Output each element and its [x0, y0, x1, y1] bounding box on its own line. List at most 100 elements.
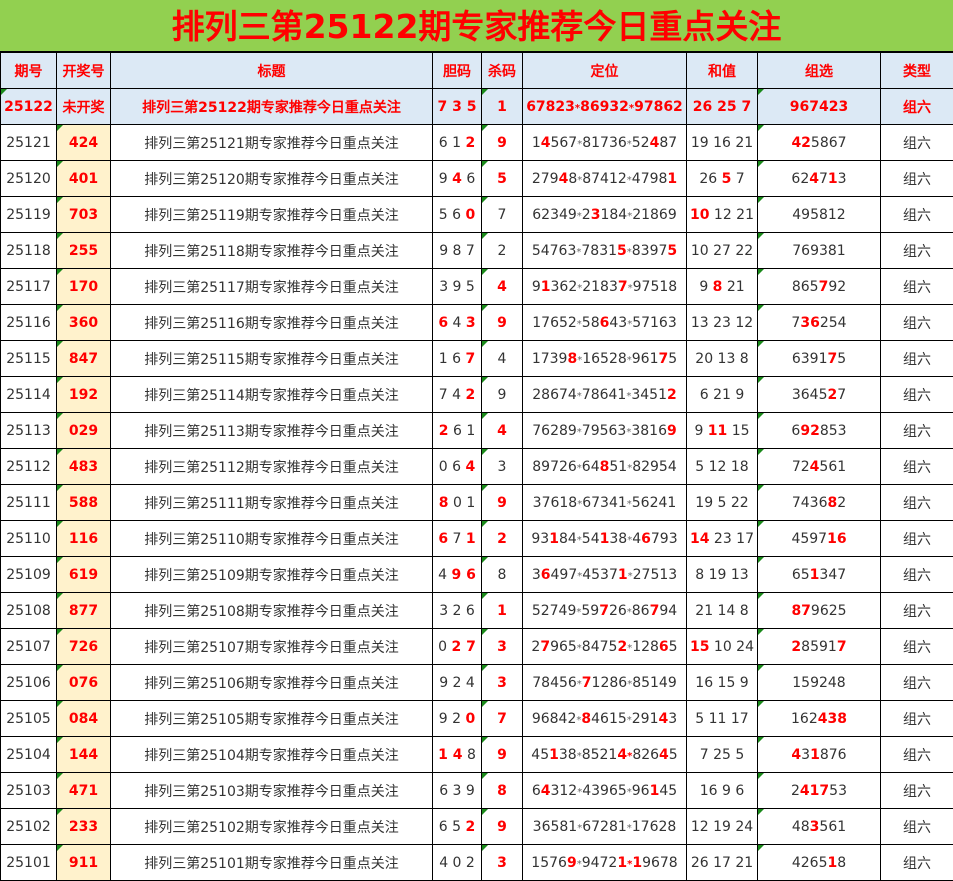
cell-group[interactable]: 364527 [757, 376, 881, 413]
cell-win[interactable]: 401 [56, 160, 111, 197]
cell-group[interactable]: 459716 [757, 520, 881, 557]
cell-issue[interactable]: 25118 [0, 232, 57, 269]
cell-sum[interactable]: 16 9 6 [686, 772, 758, 809]
cell-win[interactable]: 424 [56, 124, 111, 161]
cell-dan[interactable]: 5 6 0 [432, 196, 482, 233]
cell-dan[interactable]: 7 4 2 [432, 376, 482, 413]
cell-win[interactable]: 588 [56, 484, 111, 521]
cell-dan[interactable]: 3 2 6 [432, 592, 482, 629]
cell-type[interactable]: 组六 [880, 88, 953, 125]
cell-dan[interactable]: 0 2 7 [432, 628, 482, 665]
cell-title[interactable]: 排列三第25116期专家推荐今日重点关注 [110, 304, 433, 341]
cell-type[interactable]: 组六 [880, 628, 953, 665]
cell-dan[interactable]: 9 2 0 [432, 700, 482, 737]
cell-kill[interactable]: 8 [481, 556, 523, 593]
cell-issue[interactable]: 25116 [0, 304, 57, 341]
cell-win[interactable]: 192 [56, 376, 111, 413]
cell-title[interactable]: 排列三第25118期专家推荐今日重点关注 [110, 232, 433, 269]
cell-title[interactable]: 排列三第25102期专家推荐今日重点关注 [110, 808, 433, 845]
cell-dan[interactable]: 6 7 1 [432, 520, 482, 557]
cell-pos[interactable]: 17652*58643*57163 [522, 304, 687, 341]
cell-win[interactable]: 703 [56, 196, 111, 233]
cell-pos[interactable]: 91362*21837*97518 [522, 268, 687, 305]
cell-kill[interactable]: 3 [481, 628, 523, 665]
cell-title[interactable]: 排列三第25110期专家推荐今日重点关注 [110, 520, 433, 557]
cell-sum[interactable]: 9 11 15 [686, 412, 758, 449]
cell-sum[interactable]: 5 12 18 [686, 448, 758, 485]
cell-sum[interactable]: 16 15 9 [686, 664, 758, 701]
cell-kill[interactable]: 5 [481, 160, 523, 197]
cell-pos[interactable]: 89726*64851*82954 [522, 448, 687, 485]
cell-issue[interactable]: 25122 [0, 88, 57, 125]
cell-win[interactable]: 084 [56, 700, 111, 737]
cell-kill[interactable]: 9 [481, 124, 523, 161]
cell-sum[interactable]: 12 19 24 [686, 808, 758, 845]
cell-issue[interactable]: 25119 [0, 196, 57, 233]
cell-kill[interactable]: 9 [481, 808, 523, 845]
cell-issue[interactable]: 25113 [0, 412, 57, 449]
cell-title[interactable]: 排列三第25121期专家推荐今日重点关注 [110, 124, 433, 161]
cell-sum[interactable]: 10 12 21 [686, 196, 758, 233]
cell-title[interactable]: 排列三第25114期专家推荐今日重点关注 [110, 376, 433, 413]
cell-pos[interactable]: 17398*16528*96175 [522, 340, 687, 377]
cell-type[interactable]: 组六 [880, 340, 953, 377]
cell-kill[interactable]: 7 [481, 700, 523, 737]
cell-dan[interactable]: 6 3 9 [432, 772, 482, 809]
cell-group[interactable]: 159248 [757, 664, 881, 701]
cell-win[interactable]: 471 [56, 772, 111, 809]
cell-issue[interactable]: 25114 [0, 376, 57, 413]
cell-issue[interactable]: 25108 [0, 592, 57, 629]
cell-title[interactable]: 排列三第25103期专家推荐今日重点关注 [110, 772, 433, 809]
cell-type[interactable]: 组六 [880, 808, 953, 845]
cell-win[interactable]: 233 [56, 808, 111, 845]
cell-title[interactable]: 排列三第25101期专家推荐今日重点关注 [110, 844, 433, 881]
cell-dan[interactable]: 7 3 5 [432, 88, 482, 125]
cell-issue[interactable]: 25103 [0, 772, 57, 809]
cell-title[interactable]: 排列三第25109期专家推荐今日重点关注 [110, 556, 433, 593]
cell-group[interactable]: 241753 [757, 772, 881, 809]
cell-sum[interactable]: 19 16 21 [686, 124, 758, 161]
cell-kill[interactable]: 7 [481, 196, 523, 233]
cell-title[interactable]: 排列三第25106期专家推荐今日重点关注 [110, 664, 433, 701]
cell-kill[interactable]: 9 [481, 736, 523, 773]
cell-type[interactable]: 组六 [880, 268, 953, 305]
cell-pos[interactable]: 64312*43965*96145 [522, 772, 687, 809]
cell-dan[interactable]: 9 4 6 [432, 160, 482, 197]
cell-kill[interactable]: 1 [481, 88, 523, 125]
cell-dan[interactable]: 6 4 3 [432, 304, 482, 341]
cell-win[interactable]: 847 [56, 340, 111, 377]
cell-sum[interactable]: 26 5 7 [686, 160, 758, 197]
cell-title[interactable]: 排列三第25122期专家推荐今日重点关注 [110, 88, 433, 125]
cell-sum[interactable]: 26 17 21 [686, 844, 758, 881]
cell-title[interactable]: 排列三第25119期专家推荐今日重点关注 [110, 196, 433, 233]
cell-type[interactable]: 组六 [880, 412, 953, 449]
cell-dan[interactable]: 4 0 2 [432, 844, 482, 881]
cell-title[interactable]: 排列三第25105期专家推荐今日重点关注 [110, 700, 433, 737]
cell-issue[interactable]: 25121 [0, 124, 57, 161]
cell-dan[interactable]: 8 0 1 [432, 484, 482, 521]
cell-win[interactable]: 911 [56, 844, 111, 881]
cell-dan[interactable]: 1 6 7 [432, 340, 482, 377]
cell-pos[interactable]: 78456*71286*85149 [522, 664, 687, 701]
cell-group[interactable]: 967423 [757, 88, 881, 125]
cell-win[interactable]: 未开奖 [56, 88, 111, 125]
cell-issue[interactable]: 25110 [0, 520, 57, 557]
cell-group[interactable]: 743682 [757, 484, 881, 521]
cell-sum[interactable]: 21 14 8 [686, 592, 758, 629]
cell-win[interactable]: 144 [56, 736, 111, 773]
cell-type[interactable]: 组六 [880, 556, 953, 593]
cell-issue[interactable]: 25104 [0, 736, 57, 773]
cell-type[interactable]: 组六 [880, 124, 953, 161]
cell-sum[interactable]: 9 8 21 [686, 268, 758, 305]
cell-group[interactable]: 285917 [757, 628, 881, 665]
cell-pos[interactable]: 36497*45371*27513 [522, 556, 687, 593]
cell-issue[interactable]: 25102 [0, 808, 57, 845]
cell-win[interactable]: 619 [56, 556, 111, 593]
cell-win[interactable]: 483 [56, 448, 111, 485]
cell-type[interactable]: 组六 [880, 196, 953, 233]
cell-group[interactable]: 769381 [757, 232, 881, 269]
cell-pos[interactable]: 93184*54138*46793 [522, 520, 687, 557]
cell-win[interactable]: 726 [56, 628, 111, 665]
cell-dan[interactable]: 9 8 7 [432, 232, 482, 269]
cell-issue[interactable]: 25111 [0, 484, 57, 521]
